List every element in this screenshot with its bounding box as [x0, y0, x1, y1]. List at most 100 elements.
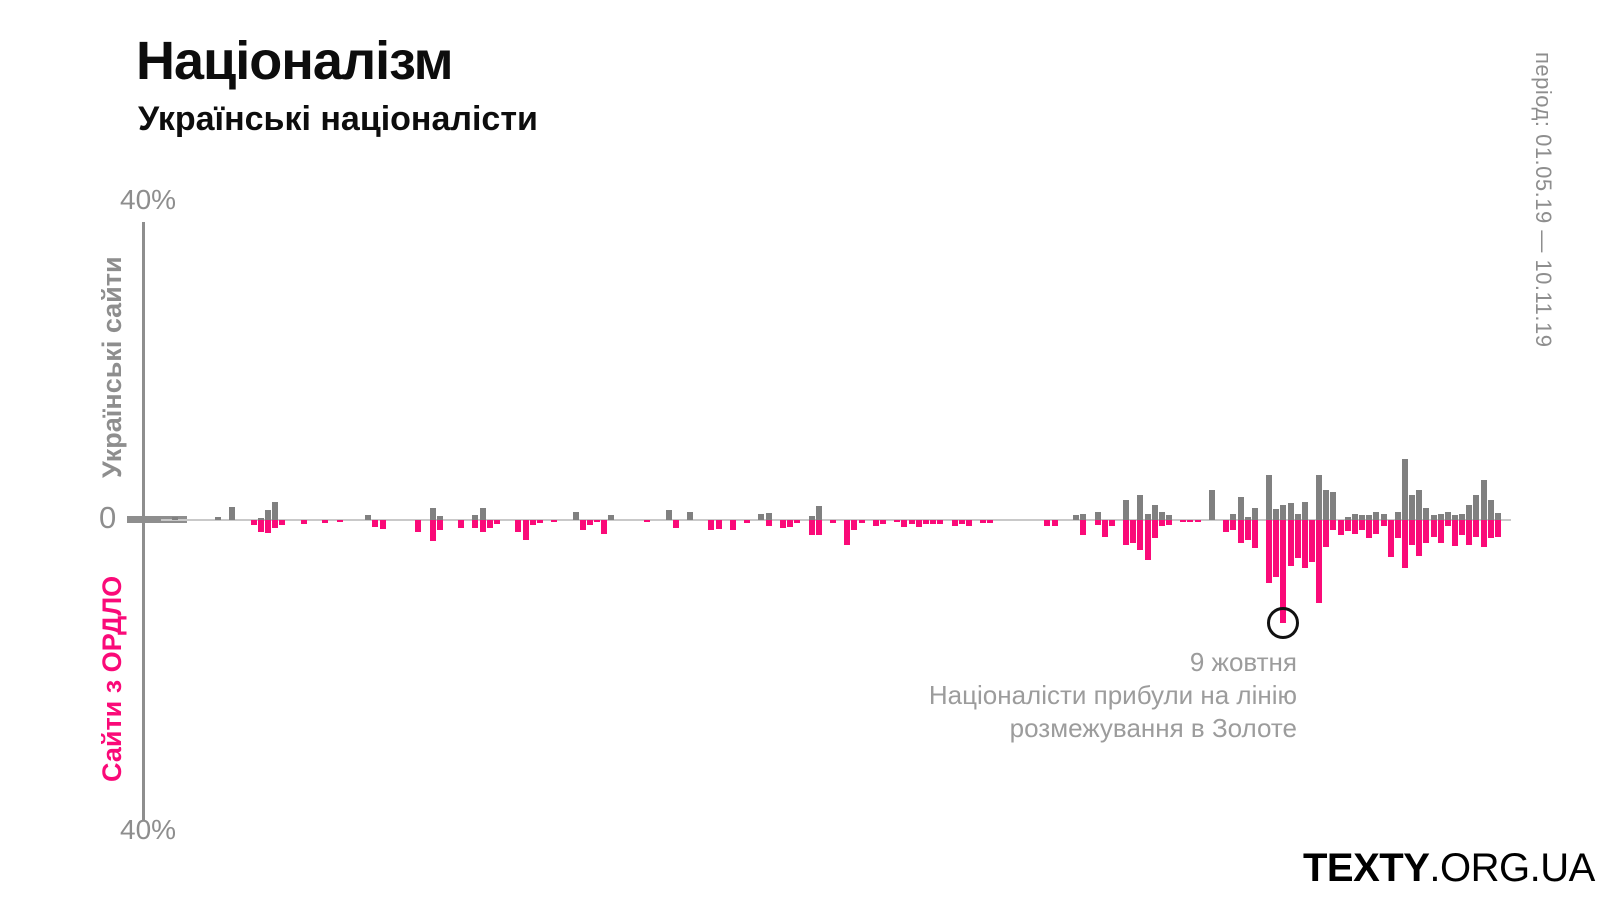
bar-up [1352, 514, 1358, 520]
bar-down [916, 520, 922, 527]
bar-down [923, 520, 929, 524]
bar-down [1223, 520, 1229, 532]
texty-logo: TEXTY.ORG.UA [1303, 846, 1595, 891]
bar-up [1395, 512, 1401, 520]
bar-down [1044, 520, 1050, 526]
bar-up [265, 510, 271, 520]
bar-down [787, 520, 793, 527]
bar-down [1488, 520, 1494, 538]
bar-down [1145, 520, 1151, 560]
bar-down [523, 520, 529, 540]
bar-down [380, 520, 386, 529]
bar-up [1166, 515, 1172, 520]
annotation-line-3: розмежування в Золоте [1009, 713, 1297, 743]
bar-down [1238, 520, 1244, 543]
annotation-text: 9 жовтня Націоналісти прибули на лінію р… [800, 646, 1297, 745]
bar-up [1431, 515, 1437, 520]
bar-up [1295, 514, 1301, 520]
bar-down [1273, 520, 1279, 577]
bar-down [966, 520, 972, 526]
bar-up [480, 508, 486, 520]
down-series-axis-label: Сайти з ОРДЛО [97, 575, 127, 782]
bar-down [1438, 520, 1444, 543]
y-axis-top-tick-label: 40% [120, 184, 177, 215]
bar-down [1245, 520, 1251, 540]
bar-up [1080, 514, 1086, 520]
bar-up [816, 506, 822, 520]
bar-down [794, 520, 800, 523]
bar-up [272, 502, 278, 520]
bar-down [1445, 520, 1451, 526]
bar-down [830, 520, 836, 523]
bar-down [301, 520, 307, 524]
bar-up [1323, 490, 1329, 520]
bar-down [937, 520, 943, 524]
bar-down [1381, 520, 1387, 526]
bar-up [1409, 495, 1415, 520]
bar-down [1187, 520, 1193, 522]
bar-up [1466, 505, 1472, 520]
bar-up [365, 515, 371, 520]
bar-up [437, 516, 443, 520]
y-axis-zero-tick-label: 0 [99, 500, 117, 535]
bar-down [1159, 520, 1165, 526]
bar-down [258, 520, 264, 532]
bar-up [1245, 517, 1251, 520]
bar-down [1102, 520, 1108, 537]
bar-down [1395, 520, 1401, 538]
bar-up [215, 517, 221, 520]
bar-down [1359, 520, 1365, 530]
bar-down [530, 520, 536, 525]
bar-up [1280, 505, 1286, 520]
bar-down [1416, 520, 1422, 556]
bar-up [1373, 512, 1379, 520]
bar-up [1095, 512, 1101, 520]
bar-up [1445, 512, 1451, 520]
bar-up [1495, 513, 1501, 520]
bar-down [1352, 520, 1358, 534]
bar-up [758, 514, 764, 520]
bar-down [1288, 520, 1294, 566]
bar-down [537, 520, 543, 523]
bar-up [687, 512, 693, 520]
period-note: період: 01.05.19 — 10.11.19 [1531, 52, 1556, 348]
bar-down [1180, 520, 1186, 522]
bar-down [1473, 520, 1479, 537]
bar-down [1452, 520, 1458, 546]
bar-down [873, 520, 879, 526]
bar-up [1302, 502, 1308, 520]
bar-down [844, 520, 850, 545]
bar-up [1402, 459, 1408, 520]
bar-down [673, 520, 679, 528]
y-axis-bottom-tick-label: 40% [120, 814, 177, 845]
bar-down [980, 520, 986, 523]
bar-down [587, 520, 593, 525]
bar-up [608, 515, 614, 520]
bar-down [1280, 520, 1286, 623]
bar-up [1252, 508, 1258, 520]
bar-down [1481, 520, 1487, 547]
bar-up [1481, 480, 1487, 520]
bar-down [1109, 520, 1115, 526]
bar-up [1423, 508, 1429, 520]
bar-up [1488, 500, 1494, 520]
bar-up [430, 508, 436, 520]
bar-down [730, 520, 736, 530]
bar-down [1195, 520, 1201, 522]
bar-down [272, 520, 278, 528]
bar-up [1288, 503, 1294, 520]
bar-down [952, 520, 958, 526]
bar-down [1345, 520, 1351, 531]
bar-down [1302, 520, 1308, 568]
bar-down [1080, 520, 1086, 535]
bar-down [716, 520, 722, 529]
bar-down [930, 520, 936, 524]
bar-down [1495, 520, 1501, 537]
texty-logo-rest: .ORG.UA [1429, 846, 1595, 890]
texty-logo-bold: TEXTY [1303, 846, 1430, 890]
bar-up [1345, 517, 1351, 520]
bar-up [1452, 515, 1458, 520]
bar-up [1330, 492, 1336, 520]
bar-up [1152, 505, 1158, 520]
bar-down [1338, 520, 1344, 535]
